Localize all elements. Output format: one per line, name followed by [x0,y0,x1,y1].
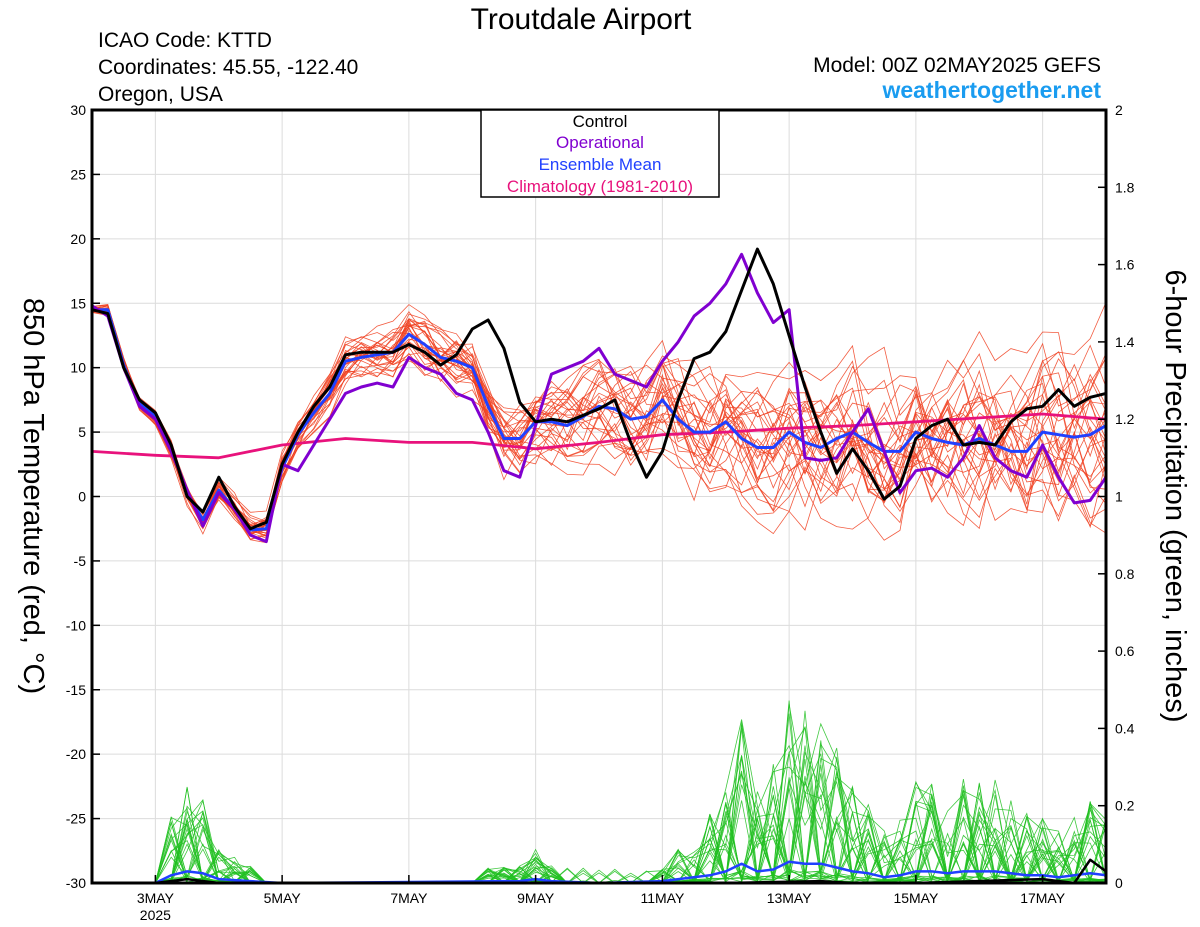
y-tick-label-left: -5 [74,553,87,569]
temp-operational-line [91,252,1108,544]
y-tick-label-right: 0.8 [1115,566,1135,582]
temperature-member-line [91,309,1107,534]
y-tick-label-left: 20 [70,231,86,247]
precipitation-member-line [92,779,1107,884]
x-tick-label: 7MAY [390,890,428,906]
precipitation-member-line [92,728,1107,884]
y-tick-label-left: 30 [70,102,86,118]
precipitation-member-line [92,713,1107,884]
temperature-member-line [91,311,1107,541]
chart-title: Troutdale Airport [471,3,692,36]
icao-code: ICAO Code: KTTD [98,29,272,52]
coordinates: Coordinates: 45.55, -122.40 [98,56,358,79]
model-run: Model: 00Z 02MAY2025 GEFS [813,54,1101,77]
precipitation-member-line [92,780,1107,884]
y-tick-label-left: 5 [78,424,86,440]
temperature-member-line [91,308,1107,531]
temperature-member-line [91,308,1107,523]
temperature-member-line [91,304,1107,537]
y-tick-label-left: 25 [70,166,86,182]
grid-lines [92,110,1106,883]
precipitation-member-line [92,719,1107,884]
y-tick-label-left: 10 [70,360,86,376]
x-year-label: 2025 [140,907,171,923]
y-tick-label-left: 15 [70,295,86,311]
y-tick-label-right: 2 [1115,102,1123,118]
precipitation-member-line [92,722,1107,884]
temperature-member-lines [91,302,1107,544]
y-tick-label-right: 1.4 [1115,334,1135,350]
legend: Control Operational Ensemble Mean Climat… [480,109,720,198]
region: Oregon, USA [98,83,223,106]
y-tick-label-left: -15 [66,682,86,698]
y-axis-left-title: 850 hPa Temperature (red, °C) [17,298,49,694]
temperature-member-line [91,308,1107,540]
legend-box [480,109,720,198]
legend-climatology: Climatology (1981-2010) [507,177,693,196]
legend-ensemble-mean: Ensemble Mean [539,155,662,174]
x-tick-label: 11MAY [640,890,684,906]
axes: 302520151050-5-10-15-20-25-3021.81.61.41… [66,102,1135,923]
y-tick-label-right: 0 [1115,875,1123,891]
y-tick-label-left: -25 [66,811,86,827]
legend-control: Control [573,112,628,131]
temperature-member-line [91,310,1107,537]
precipitation-member-line [92,740,1107,885]
precipitation-member-line [92,726,1107,884]
y-tick-label-left: -30 [66,875,86,891]
y-tick-label-left: -10 [66,617,86,633]
legend-operational: Operational [556,133,644,152]
temperature-member-line [91,308,1107,535]
y-tick-label-right: 1.8 [1115,179,1135,195]
climatology-line [91,412,1107,460]
y-tick-label-right: 0.6 [1115,643,1135,659]
y-tick-label-right: 0.4 [1115,720,1135,736]
temp-control-line [91,247,1107,531]
x-tick-label: 5MAY [264,890,302,906]
precipitation-member-line [92,782,1107,884]
temp-ensemble-mean-line [92,308,1107,532]
y-tick-label-left: 0 [78,489,86,505]
precipitation-member-lines [92,700,1107,885]
temperature-member-line [91,304,1107,539]
y-tick-label-left: -20 [66,746,86,762]
y-axis-right-title: 6-hour Precipitation (green, inches) [1159,270,1191,723]
x-tick-label: 3MAY [137,890,175,906]
y-tick-label-right: 1.6 [1115,257,1135,273]
x-tick-label: 15MAY [893,890,939,906]
y-tick-label-right: 0.2 [1115,798,1135,814]
precipitation-member-line [92,721,1107,884]
precipitation-member-line [92,787,1107,884]
x-tick-label: 17MAY [1020,890,1066,906]
y-tick-label-right: 1 [1115,489,1123,505]
site-link[interactable]: weathertogether.net [881,77,1101,103]
y-tick-label-right: 1.2 [1115,411,1135,427]
x-tick-label: 13MAY [767,890,813,906]
x-tick-label: 9MAY [517,890,555,906]
precipitation-member-line [92,710,1107,884]
main-series-lines [91,247,1108,885]
